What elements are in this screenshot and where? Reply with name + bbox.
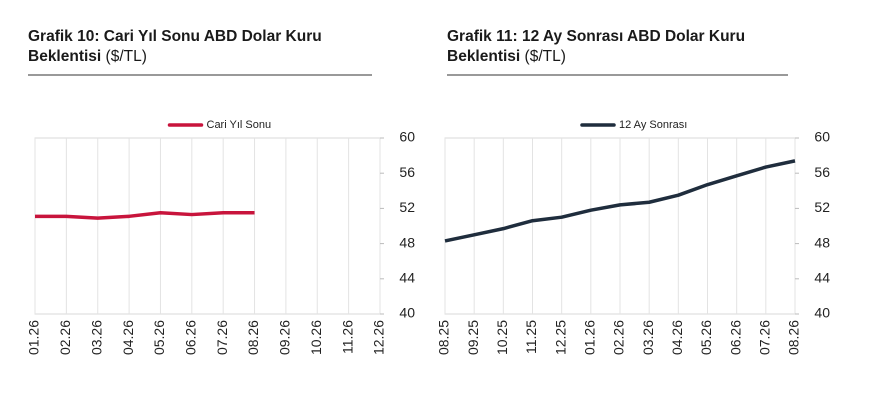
series-line — [35, 211, 255, 220]
y-tick-label: 60 — [814, 129, 830, 145]
x-tick-label: 08.26 — [245, 320, 261, 355]
chart-title: Grafik 10: Cari Yıl Sonu ABD Dolar Kuru … — [28, 27, 373, 67]
x-tick-label: 05.26 — [151, 320, 167, 355]
y-tick-label: 44 — [814, 270, 830, 286]
y-tick-label: 48 — [814, 234, 830, 250]
x-tick-label: 09.25 — [465, 320, 481, 355]
x-tick-label: 01.26 — [26, 320, 42, 355]
legend-label: Cari Yıl Sonu — [207, 119, 272, 131]
y-tick-label: 56 — [399, 164, 415, 180]
x-tick-label: 07.26 — [214, 320, 230, 355]
unit: ($/TL) — [105, 48, 147, 65]
y-tick-label: 48 — [399, 234, 415, 250]
title-text: Grafik 11: 12 Ay Sonrası ABD Dolar Kuru … — [447, 28, 746, 65]
x-tick-label: 08.26 — [786, 320, 802, 355]
x-tick-label: 04.26 — [669, 320, 685, 355]
y-tick-label: 60 — [399, 129, 415, 145]
y-tick-label: 40 — [814, 305, 830, 321]
x-tick-label: 07.26 — [757, 320, 773, 355]
x-tick-label: 01.26 — [582, 320, 598, 355]
x-tick-label: 05.26 — [698, 320, 714, 355]
x-tick-label: 11.25 — [523, 320, 539, 354]
y-tick-label: 52 — [399, 199, 415, 215]
x-tick-label: 03.26 — [88, 320, 104, 355]
x-tick-label: 03.26 — [640, 320, 656, 355]
y-tick-label: 56 — [814, 164, 830, 180]
plot-frame — [34, 137, 381, 315]
title-text: Grafik 10: Cari Yıl Sonu ABD Dolar Kuru … — [28, 28, 322, 65]
x-tick-label: 04.26 — [120, 320, 136, 355]
x-tick-label: 06.26 — [183, 320, 199, 355]
x-tick-label: 10.26 — [308, 320, 324, 355]
x-tick-label: 11.26 — [339, 320, 355, 354]
series-line — [444, 159, 796, 243]
x-tick-label: 02.26 — [611, 320, 627, 355]
x-tick-label: 02.26 — [57, 320, 73, 355]
x-tick-label: 09.26 — [277, 320, 293, 355]
legend-label: 12 Ay Sonrası — [619, 119, 687, 131]
x-tick-label: 12.26 — [371, 320, 387, 355]
x-tick-label: 06.26 — [727, 320, 743, 355]
x-tick-label: 12.25 — [552, 320, 568, 355]
chart-title: Grafik 11: 12 Ay Sonrası ABD Dolar Kuru … — [447, 27, 792, 67]
unit: ($/TL) — [524, 48, 566, 65]
y-tick-label: 44 — [399, 270, 415, 286]
y-tick-label: 52 — [814, 199, 830, 215]
x-tick-label: 08.25 — [436, 320, 452, 355]
x-tick-label: 10.25 — [494, 320, 510, 355]
y-tick-label: 40 — [399, 305, 415, 321]
